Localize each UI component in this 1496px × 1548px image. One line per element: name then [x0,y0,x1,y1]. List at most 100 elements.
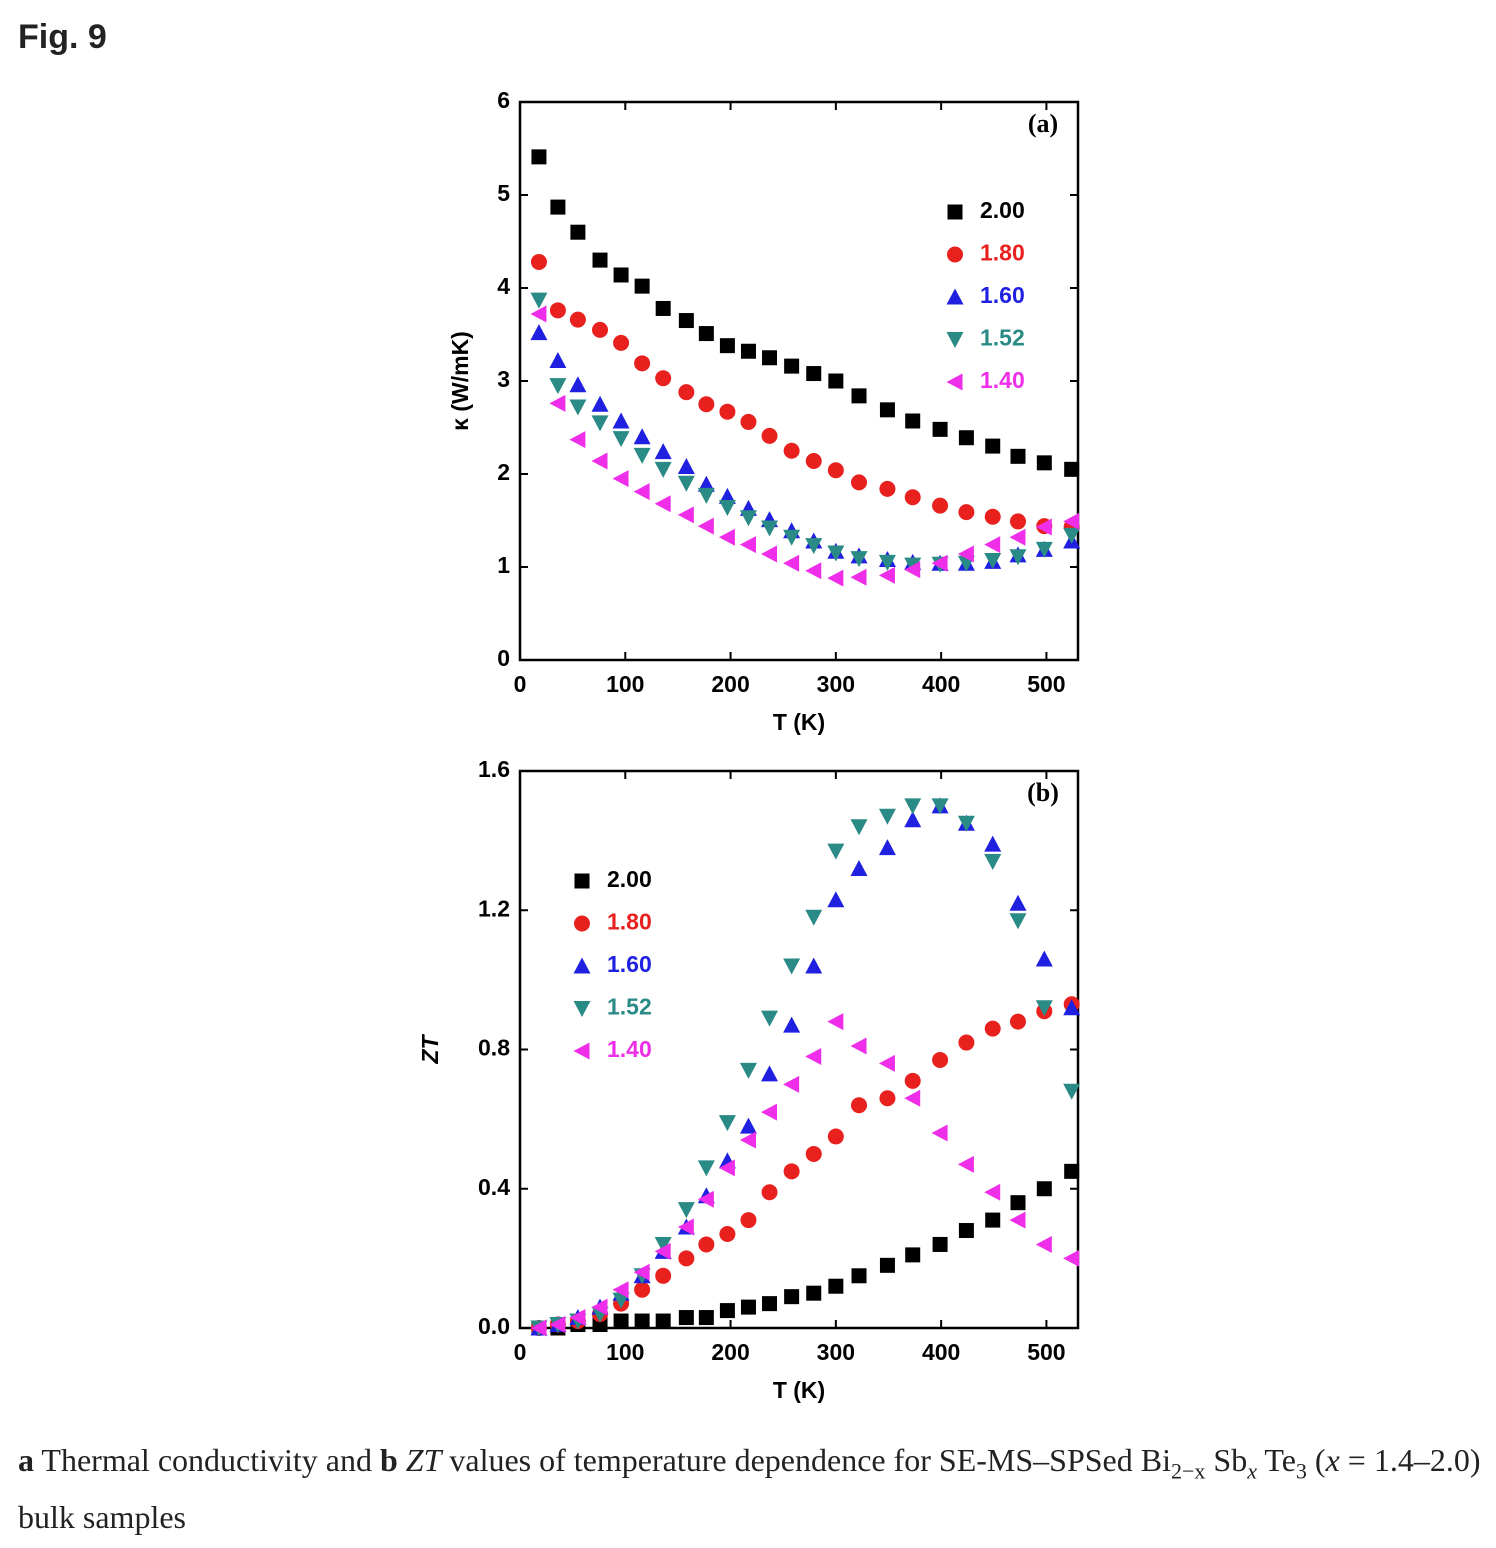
marker-square [784,358,800,374]
marker-triangle [697,475,715,492]
marker-circle [1009,1013,1026,1030]
caption-part: b [379,1442,398,1478]
marker-triangle [1063,512,1080,530]
marker-square [784,1289,800,1305]
marker-square [678,1310,694,1326]
x-tick-label: 500 [1027,1339,1065,1365]
marker-triangle [1035,541,1053,558]
marker-triangle [612,1281,629,1299]
marker-square [1064,461,1080,477]
marker-triangle [827,569,844,587]
x-tick-label: 0 [514,671,527,697]
marker-square [851,1268,867,1284]
caption-part: x [1247,1458,1257,1484]
marker-circle [879,480,896,497]
marker-circle [851,474,868,491]
marker-circle [592,321,609,338]
y-tick-label: 6 [497,87,510,113]
caption-part: x [1325,1442,1340,1478]
marker-triangle [718,1159,735,1177]
marker-triangle [878,839,896,856]
marker-triangle [850,1037,867,1055]
y-tick-label: 0.4 [478,1174,510,1200]
y-tick-label: 1.6 [478,756,510,782]
marker-square [905,413,921,429]
marker-circle [805,452,822,469]
marker-triangle [633,1263,650,1281]
marker-triangle [783,1075,800,1093]
y-tick-label: 1.2 [478,895,510,921]
marker-triangle [984,552,1002,569]
marker-circle [904,1072,921,1089]
marker-triangle [827,891,845,908]
marker-square [828,373,844,389]
y-tick-label: 0 [497,645,510,671]
marker-triangle [612,1292,630,1309]
marker-triangle [957,545,974,563]
marker-triangle [984,536,1001,554]
marker-square [1036,1181,1052,1197]
marker-square [958,430,974,446]
legend-label: 1.52 [980,325,1025,351]
marker-triangle [805,957,823,974]
x-tick-label: 400 [922,671,960,697]
marker-triangle [654,443,672,460]
marker-triangle [1009,913,1027,930]
marker-square [678,313,694,329]
marker-triangle [739,536,756,554]
marker-square [550,199,566,215]
marker-triangle [761,1103,778,1121]
marker-square [762,1296,778,1312]
marker-square [879,402,895,418]
caption-part [398,1442,406,1478]
marker-circle [958,504,975,521]
marker-triangle [984,835,1002,852]
marker-circle [678,1250,695,1267]
caption-part: = 1.4–2.0) bulk samples [18,1442,1481,1535]
marker-triangle [1009,894,1027,911]
marker-square [592,252,608,268]
marker-triangle [1063,999,1081,1016]
marker-triangle [718,528,735,546]
marker-triangle [904,811,922,828]
marker-triangle [984,854,1002,871]
marker-triangle [677,506,694,524]
marker-circle [958,1034,975,1051]
marker-square [634,1313,650,1329]
marker-square [719,1303,735,1319]
marker-triangle [827,545,845,562]
marker-square [879,1257,895,1273]
marker-triangle [739,1062,757,1079]
caption: a Thermal conductivity and b ZT values o… [18,1432,1483,1546]
x-tick-label: 400 [922,1339,960,1365]
marker-circle [783,442,800,459]
marker-triangle [549,378,567,395]
marker-square [806,366,822,382]
marker-circle [851,1097,868,1114]
marker-square [698,1310,714,1326]
legend-label: 1.80 [980,240,1025,266]
marker-triangle [654,495,671,513]
caption-part: 3 [1295,1458,1307,1484]
marker-triangle [783,958,801,975]
legend-marker [573,957,591,974]
x-tick-label: 300 [817,671,855,697]
x-tick-label: 100 [606,671,644,697]
marker-triangle [984,1183,1001,1201]
marker-square [531,149,547,165]
x-tick-label: 200 [711,1339,749,1365]
marker-square [655,1313,671,1329]
marker-triangle [569,399,587,416]
marker-circle [655,1267,672,1284]
y-axis-label: κ (W/mK) [447,331,473,431]
marker-triangle [931,1124,948,1142]
caption-part: Te [1256,1442,1296,1478]
marker-triangle [1009,528,1026,546]
marker-square [719,338,735,354]
legend-label: 2.00 [980,197,1025,223]
marker-square [1010,448,1026,464]
marker-circle [569,311,586,328]
y-tick-label: 3 [497,366,510,392]
marker-triangle [827,1013,844,1031]
